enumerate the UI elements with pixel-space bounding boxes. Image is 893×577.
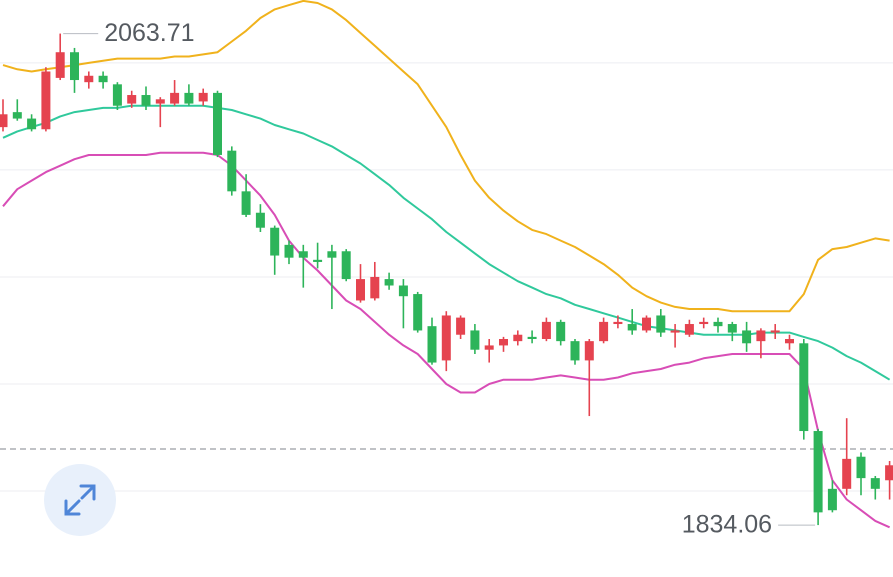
candle-body (84, 75, 94, 83)
candles (0, 33, 893, 526)
candle-body (427, 326, 437, 363)
candle-body (413, 294, 423, 331)
candle-body (756, 330, 766, 342)
candle-body (155, 99, 165, 104)
candle-body (370, 276, 380, 299)
candle-body (827, 488, 837, 511)
candle-body (656, 315, 666, 333)
candle-body (98, 75, 108, 83)
candle-body (255, 212, 265, 228)
high-label: 2063.71 (104, 19, 194, 47)
candle-body (870, 478, 880, 489)
candle-body (227, 150, 237, 192)
candle-body (470, 330, 480, 350)
candle-body (198, 92, 208, 102)
band-line (2, 0, 890, 313)
candle-body (484, 345, 494, 350)
candle-body (499, 339, 508, 346)
candle-body (0, 114, 8, 128)
candle-body (513, 334, 523, 342)
candle-body (213, 92, 222, 155)
band-line (2, 151, 891, 529)
candle-body (613, 321, 623, 325)
candle-body (527, 336, 537, 340)
low-label: 1834.06 (682, 511, 772, 539)
candle-body (184, 92, 194, 104)
candle-body (341, 251, 351, 280)
candle-body (627, 324, 637, 331)
candle-body (456, 317, 466, 335)
candle-body (170, 92, 180, 104)
candle-body (55, 52, 65, 78)
candle-body (384, 279, 394, 286)
annotations: 2063.71 1834.06 (63, 19, 816, 539)
candle-body (684, 324, 694, 335)
candle-body (584, 341, 594, 361)
candle-body (141, 95, 151, 106)
candle-body (842, 458, 852, 489)
candle-body (313, 259, 323, 262)
candle-body (785, 339, 794, 344)
candle-body (241, 191, 251, 215)
candle-body (770, 330, 780, 333)
candle-body (642, 317, 651, 331)
candle-body (27, 118, 37, 130)
candle-body (70, 52, 79, 81)
band-lines (2, 0, 891, 529)
candle-body (541, 321, 551, 340)
candle-body (727, 324, 737, 333)
candle-body (556, 321, 566, 342)
candle-body (441, 315, 451, 361)
candle-body (799, 343, 809, 432)
candle-body (813, 431, 823, 513)
candle-body (713, 321, 723, 327)
candle-body (699, 321, 709, 325)
candle-body (356, 279, 365, 301)
candle-body (127, 95, 137, 104)
grid (0, 62, 893, 492)
candle-body (398, 285, 408, 297)
candle-body (570, 341, 580, 361)
candle-body (856, 456, 866, 479)
candle-body (41, 71, 51, 130)
candle-body (284, 244, 294, 258)
candle-body (270, 227, 280, 256)
candle-body (885, 465, 893, 481)
candle-body (298, 251, 308, 258)
candle-body (12, 112, 22, 119)
expand-button[interactable] (44, 464, 116, 536)
expand-icon (64, 484, 96, 516)
candle-body (599, 321, 609, 342)
candle-body (112, 84, 122, 106)
candle-body (327, 251, 337, 258)
candle-body (670, 330, 680, 333)
band-line (2, 104, 891, 381)
candle-body (742, 330, 752, 344)
